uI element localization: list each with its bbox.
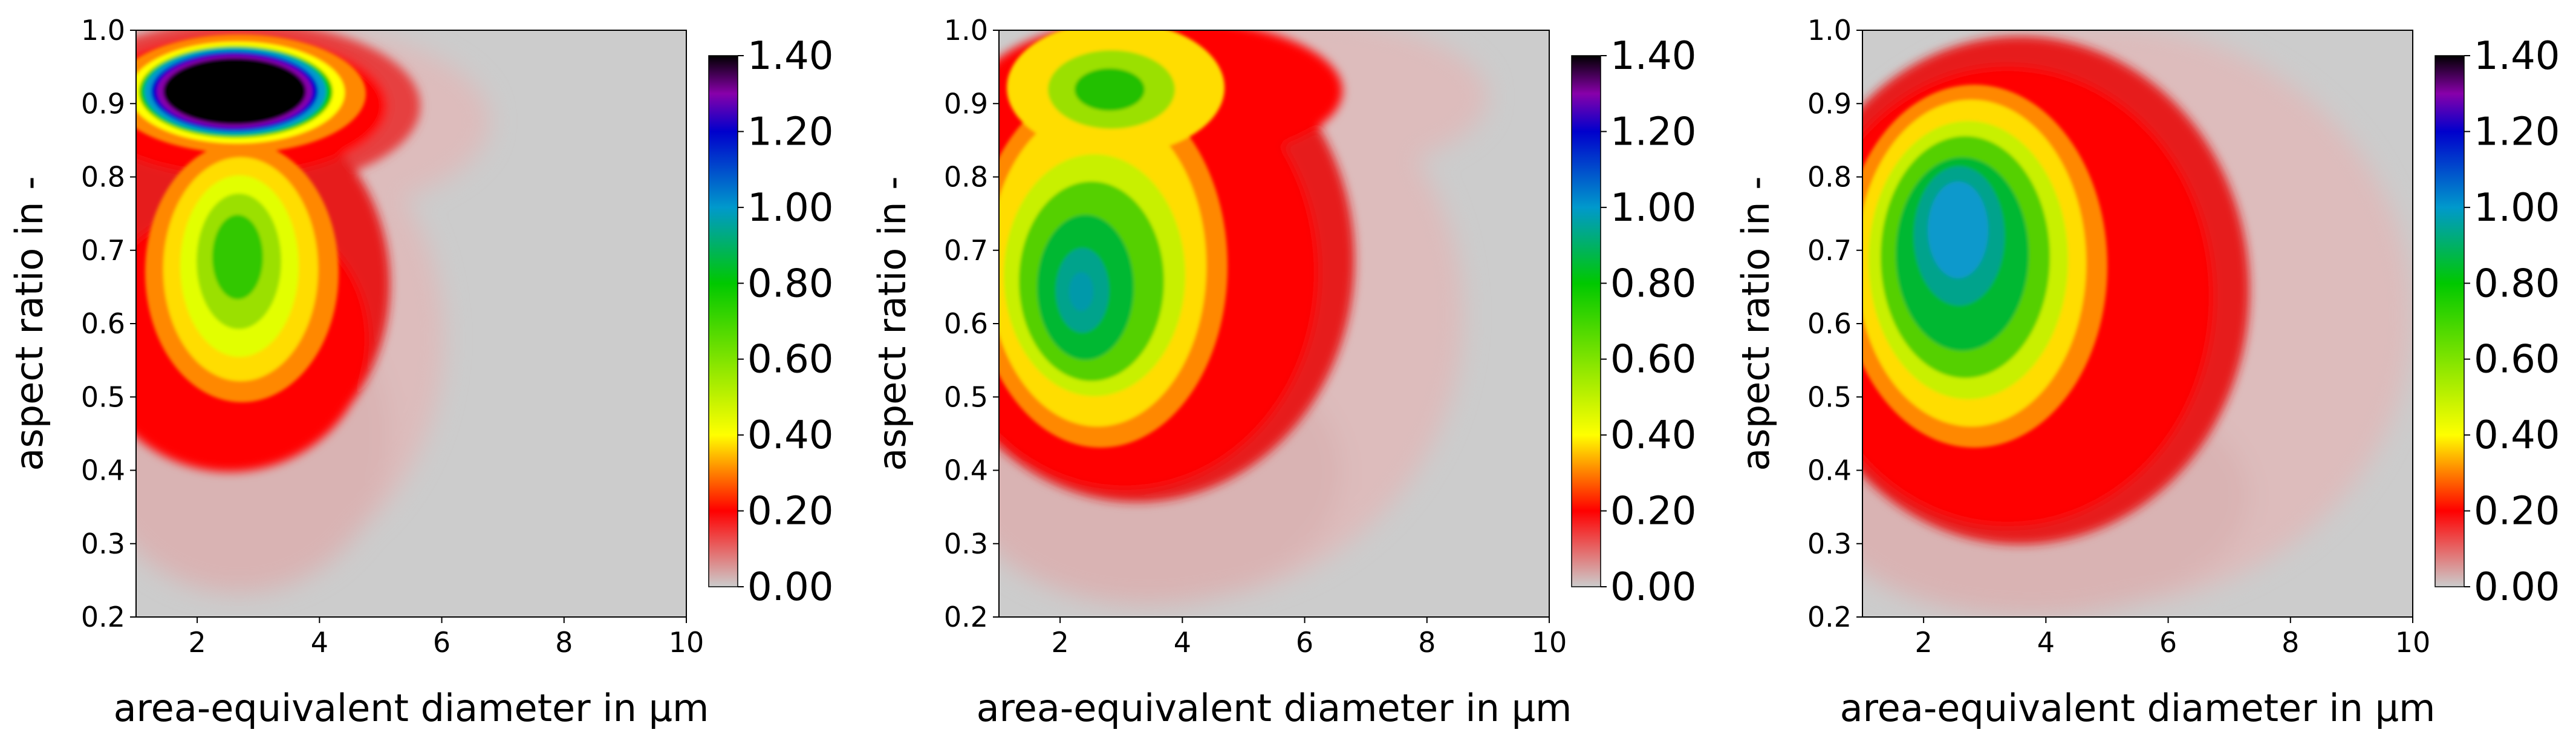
panel-2-y-tick-label: 0.2 — [944, 601, 988, 633]
panel-1-colorbar-tick-label: 0.00 — [747, 565, 834, 610]
panel-1-x-tick-label: 10 — [669, 626, 704, 659]
panel-1-x-tick-label: 4 — [311, 626, 328, 659]
panel-1-y-tick-label: 0.3 — [81, 527, 125, 560]
panel-1-ticks: 2 4 6 8 10 0.2 0.3 0.4 0.5 0.6 0.7 0.8 0.9 1.0 — [81, 14, 704, 659]
panel-3-x-axis-title: area-equivalent diameter in µm — [1840, 686, 2436, 730]
panel-2-colorbar-tick-label: 1.00 — [1610, 186, 1697, 230]
panel-1-x-tick-label: 8 — [555, 626, 573, 659]
panel-2-colorbar-tick-label: 0.00 — [1610, 565, 1697, 610]
panel-1-y-tick-label: 1.0 — [81, 14, 125, 47]
panel-2-x-axis-title: area-equivalent diameter in µm — [977, 686, 1572, 730]
panel-1-colorbar-tick-label: 0.40 — [747, 413, 834, 458]
panel-1: 2 4 6 8 10 0.2 0.3 0.4 0.5 0.6 0.7 0.8 0.9 1.0 area-e… — [7, 14, 834, 730]
panel-2-y-tick-label: 0.3 — [944, 527, 988, 560]
panel-1-colorbar-tick-label: 0.60 — [747, 338, 834, 382]
panel-1-density-core — [136, 34, 366, 402]
panel-1-colorbar-tick-label: 1.20 — [747, 109, 834, 154]
panel-2-colorbar-tick-label: 0.40 — [1610, 413, 1697, 458]
panel-2-y-axis-title: aspect ratio in - — [870, 176, 914, 471]
panel-1-plot-area — [136, 30, 686, 617]
panel-2-plot-area — [999, 30, 1549, 617]
panel-1-colorbar-ticks: 0.00 0.20 0.40 0.60 0.80 1.00 1.20 1.40 — [738, 34, 834, 610]
panel-3-colorbar-tick-label: 1.20 — [2474, 109, 2560, 154]
panel-3-y-tick-label: 0.9 — [1807, 87, 1852, 120]
panel-1-y-tick-label: 0.4 — [81, 454, 125, 487]
panel-3-ticks: 2 4 6 8 10 0.2 0.3 0.4 0.5 0.6 0.7 0.8 0.9 1.0 — [1807, 14, 2430, 659]
panel-3-colorbar — [2435, 55, 2465, 587]
panel-3-y-tick-label: 0.2 — [1807, 601, 1852, 633]
panel-2-x-tick-label: 6 — [1296, 626, 1313, 659]
panel-2-y-tick-label: 1.0 — [944, 14, 988, 47]
panel-3-y-tick-label: 1.0 — [1807, 14, 1852, 47]
panel-1-colorbar — [708, 55, 738, 587]
panel-1-x-axis-title: area-equivalent diameter in µm — [114, 686, 709, 730]
panel-2-colorbar-tick-label: 0.20 — [1610, 489, 1697, 534]
panel-2-x-tick-label: 2 — [1051, 626, 1068, 659]
panel-3-x-tick-label: 2 — [1914, 626, 1932, 659]
panel-2-colorbar-tick-label: 0.60 — [1610, 338, 1697, 382]
panel-2-x-tick-label: 8 — [1418, 626, 1436, 659]
panel-3-colorbar-tick-label: 1.00 — [2474, 186, 2560, 230]
panel-3-x-tick-label: 10 — [2395, 626, 2431, 659]
panel-2-colorbar-ticks: 0.00 0.20 0.40 0.60 0.80 1.00 1.20 1.40 — [1601, 34, 1697, 610]
panel-2-x-tick-label: 4 — [1174, 626, 1191, 659]
panel-1-x-tick-label: 2 — [188, 626, 206, 659]
panel-2-y-tick-label: 0.9 — [944, 87, 988, 120]
panel-3-y-tick-label: 0.7 — [1807, 234, 1852, 267]
panel-3-colorbar-tick-label: 0.80 — [2474, 261, 2560, 306]
panel-2-colorbar-tick-label: 1.40 — [1610, 34, 1697, 79]
panel-1-colorbar-tick-label: 1.00 — [747, 186, 834, 230]
panel-3-y-tick-label: 0.8 — [1807, 161, 1852, 194]
panel-2-y-tick-label: 0.6 — [944, 307, 988, 340]
panel-1-y-tick-label: 0.9 — [81, 87, 125, 120]
panel-2-density-core — [999, 30, 1228, 448]
panel-1-x-tick-label: 6 — [433, 626, 450, 659]
panel-2-colorbar-tick-label: 0.80 — [1610, 261, 1697, 306]
panel-3-plot-area — [1862, 30, 2413, 617]
panel-3-colorbar-tick-label: 0.20 — [2474, 489, 2560, 534]
panel-2-ticks: 2 4 6 8 10 0.2 0.3 0.4 0.5 0.6 0.7 0.8 0.9 1.0 — [944, 14, 1567, 659]
panel-2-colorbar-tick-label: 1.20 — [1610, 109, 1697, 154]
panel-1-y-tick-label: 0.6 — [81, 307, 125, 340]
panel-3-y-tick-label: 0.4 — [1807, 454, 1852, 487]
panel-2-y-tick-label: 0.4 — [944, 454, 988, 487]
panel-3-x-tick-label: 6 — [2159, 626, 2177, 659]
panel-1-colorbar-tick-label: 0.80 — [747, 261, 834, 306]
panel-2: 2 4 6 8 10 0.2 0.3 0.4 0.5 0.6 0.7 0.8 0.9 1.0 area-e… — [870, 14, 1697, 730]
panel-3-x-tick-label: 8 — [2282, 626, 2299, 659]
panel-3-colorbar-tick-label: 1.40 — [2474, 34, 2560, 79]
panel-1-y-tick-label: 0.8 — [81, 161, 125, 194]
panel-1-colorbar-tick-label: 1.40 — [747, 34, 834, 79]
panel-3-y-tick-label: 0.5 — [1807, 380, 1852, 413]
panel-1-y-axis-title: aspect ratio in - — [7, 176, 51, 471]
panel-3-y-tick-label: 0.3 — [1807, 527, 1852, 560]
panel-3-x-tick-label: 4 — [2037, 626, 2055, 659]
panel-3-colorbar-tick-label: 0.60 — [2474, 338, 2560, 382]
panel-3-colorbar-tick-label: 0.00 — [2474, 565, 2560, 610]
panel-1-colorbar-tick-label: 0.20 — [747, 489, 834, 534]
panel-3-density-core — [1862, 85, 2107, 448]
panel-2-y-tick-label: 0.8 — [944, 161, 988, 194]
panel-2-x-tick-label: 10 — [1532, 626, 1567, 659]
panel-1-y-tick-label: 0.2 — [81, 601, 125, 633]
panel-3-y-axis-title: aspect ratio in - — [1734, 176, 1778, 471]
panel-2-colorbar — [1571, 55, 1601, 587]
panel-2-y-tick-label: 0.7 — [944, 234, 988, 267]
panel-3-colorbar-tick-label: 0.40 — [2474, 413, 2560, 458]
panel-1-y-tick-label: 0.7 — [81, 234, 125, 267]
panel-3-y-tick-label: 0.6 — [1807, 307, 1852, 340]
panel-3: 2 4 6 8 10 0.2 0.3 0.4 0.5 0.6 0.7 0.8 0.9 1.0 area-e… — [1734, 14, 2560, 730]
panel-3-colorbar-ticks: 0.00 0.20 0.40 0.60 0.80 1.00 1.20 1.40 — [2464, 34, 2560, 610]
panel-2-y-tick-label: 0.5 — [944, 380, 988, 413]
panel-1-y-tick-label: 0.5 — [81, 380, 125, 413]
